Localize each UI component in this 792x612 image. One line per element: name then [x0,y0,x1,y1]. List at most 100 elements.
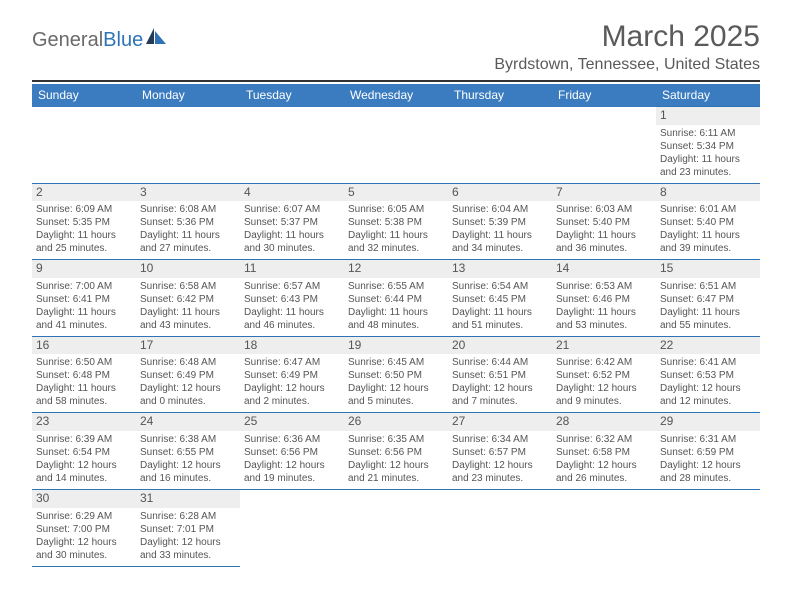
cell-text: and 7 minutes. [452,395,548,408]
day-number: 17 [136,337,240,355]
calendar-cell: 12Sunrise: 6:55 AMSunset: 6:44 PMDayligh… [344,260,448,337]
weekday-header: Wednesday [344,84,448,107]
cell-text: Sunset: 7:01 PM [140,523,236,536]
cell-text: Sunset: 5:35 PM [36,216,132,229]
cell-text: Sunrise: 7:00 AM [36,280,132,293]
cell-text: Daylight: 12 hours [140,536,236,549]
weekday-header-row: Sunday Monday Tuesday Wednesday Thursday… [32,84,760,107]
cell-text: and 12 minutes. [660,395,756,408]
cell-text: Sunrise: 6:57 AM [244,280,340,293]
calendar-cell: 19Sunrise: 6:45 AMSunset: 6:50 PMDayligh… [344,336,448,413]
calendar-cell: 20Sunrise: 6:44 AMSunset: 6:51 PMDayligh… [448,336,552,413]
calendar-cell: 21Sunrise: 6:42 AMSunset: 6:52 PMDayligh… [552,336,656,413]
cell-text: Sunrise: 6:39 AM [36,433,132,446]
calendar-cell: 4Sunrise: 6:07 AMSunset: 5:37 PMDaylight… [240,183,344,260]
calendar-cell [240,489,344,566]
cell-text: Sunset: 6:49 PM [244,369,340,382]
day-number: 30 [32,490,136,508]
cell-text: Daylight: 11 hours [660,306,756,319]
cell-text: and 32 minutes. [348,242,444,255]
cell-text: Sunset: 6:59 PM [660,446,756,459]
cell-text: Daylight: 12 hours [556,459,652,472]
calendar-cell: 27Sunrise: 6:34 AMSunset: 6:57 PMDayligh… [448,413,552,490]
weekday-header: Thursday [448,84,552,107]
cell-text: Sunset: 5:37 PM [244,216,340,229]
day-number: 5 [344,184,448,202]
calendar-cell [448,489,552,566]
calendar-cell: 26Sunrise: 6:35 AMSunset: 6:56 PMDayligh… [344,413,448,490]
calendar-body: 1Sunrise: 6:11 AMSunset: 5:34 PMDaylight… [32,107,760,567]
cell-text: Daylight: 12 hours [244,382,340,395]
cell-text: and 33 minutes. [140,549,236,562]
calendar-cell: 31Sunrise: 6:28 AMSunset: 7:01 PMDayligh… [136,489,240,566]
cell-text: Sunset: 5:36 PM [140,216,236,229]
cell-text: Daylight: 11 hours [140,306,236,319]
day-number: 12 [344,260,448,278]
cell-text: Daylight: 11 hours [452,306,548,319]
day-number: 24 [136,413,240,431]
cell-text: Sunrise: 6:47 AM [244,356,340,369]
weekday-header: Monday [136,84,240,107]
cell-text: Sunrise: 6:05 AM [348,203,444,216]
calendar-cell [552,107,656,184]
cell-text: Sunrise: 6:55 AM [348,280,444,293]
calendar-cell: 14Sunrise: 6:53 AMSunset: 6:46 PMDayligh… [552,260,656,337]
header: GeneralBlue March 2025 Byrdstown, Tennes… [32,20,760,74]
day-number: 26 [344,413,448,431]
calendar-cell: 15Sunrise: 6:51 AMSunset: 6:47 PMDayligh… [656,260,760,337]
calendar-row: 16Sunrise: 6:50 AMSunset: 6:48 PMDayligh… [32,336,760,413]
calendar-cell: 7Sunrise: 6:03 AMSunset: 5:40 PMDaylight… [552,183,656,260]
cell-text: Sunrise: 6:51 AM [660,280,756,293]
day-number: 3 [136,184,240,202]
cell-text: and 9 minutes. [556,395,652,408]
cell-text: Daylight: 11 hours [36,229,132,242]
cell-text: Sunrise: 6:31 AM [660,433,756,446]
day-number: 13 [448,260,552,278]
day-number: 28 [552,413,656,431]
cell-text: and 53 minutes. [556,319,652,332]
calendar-cell: 23Sunrise: 6:39 AMSunset: 6:54 PMDayligh… [32,413,136,490]
cell-text: Daylight: 12 hours [452,459,548,472]
day-number: 15 [656,260,760,278]
cell-text: and 41 minutes. [36,319,132,332]
cell-text: and 36 minutes. [556,242,652,255]
weekday-header: Sunday [32,84,136,107]
cell-text: and 2 minutes. [244,395,340,408]
logo-text-1: General [32,29,103,52]
cell-text: Sunrise: 6:58 AM [140,280,236,293]
logo-text-2: Blue [103,29,143,52]
cell-text: Sunrise: 6:54 AM [452,280,548,293]
day-number: 2 [32,184,136,202]
cell-text: and 27 minutes. [140,242,236,255]
cell-text: Daylight: 12 hours [140,382,236,395]
weekday-header: Saturday [656,84,760,107]
cell-text: Daylight: 12 hours [452,382,548,395]
cell-text: Sunset: 6:56 PM [244,446,340,459]
cell-text: Sunset: 6:44 PM [348,293,444,306]
cell-text: Daylight: 11 hours [348,229,444,242]
cell-text: Sunset: 6:52 PM [556,369,652,382]
cell-text: Sunrise: 6:07 AM [244,203,340,216]
cell-text: Sunset: 5:38 PM [348,216,444,229]
cell-text: Sunrise: 6:36 AM [244,433,340,446]
day-number: 11 [240,260,344,278]
cell-text: Sunset: 5:34 PM [660,140,756,153]
cell-text: Sunrise: 6:03 AM [556,203,652,216]
day-number: 6 [448,184,552,202]
cell-text: Daylight: 12 hours [140,459,236,472]
cell-text: Daylight: 12 hours [244,459,340,472]
cell-text: Sunset: 6:55 PM [140,446,236,459]
calendar-cell: 18Sunrise: 6:47 AMSunset: 6:49 PMDayligh… [240,336,344,413]
calendar-cell: 25Sunrise: 6:36 AMSunset: 6:56 PMDayligh… [240,413,344,490]
cell-text: and 58 minutes. [36,395,132,408]
cell-text: and 16 minutes. [140,472,236,485]
cell-text: Sunset: 6:46 PM [556,293,652,306]
calendar-row: 9Sunrise: 7:00 AMSunset: 6:41 PMDaylight… [32,260,760,337]
cell-text: Daylight: 11 hours [556,306,652,319]
cell-text: Daylight: 11 hours [660,153,756,166]
day-number: 9 [32,260,136,278]
calendar-cell: 28Sunrise: 6:32 AMSunset: 6:58 PMDayligh… [552,413,656,490]
calendar-cell: 24Sunrise: 6:38 AMSunset: 6:55 PMDayligh… [136,413,240,490]
calendar-cell: 6Sunrise: 6:04 AMSunset: 5:39 PMDaylight… [448,183,552,260]
cell-text: and 23 minutes. [452,472,548,485]
